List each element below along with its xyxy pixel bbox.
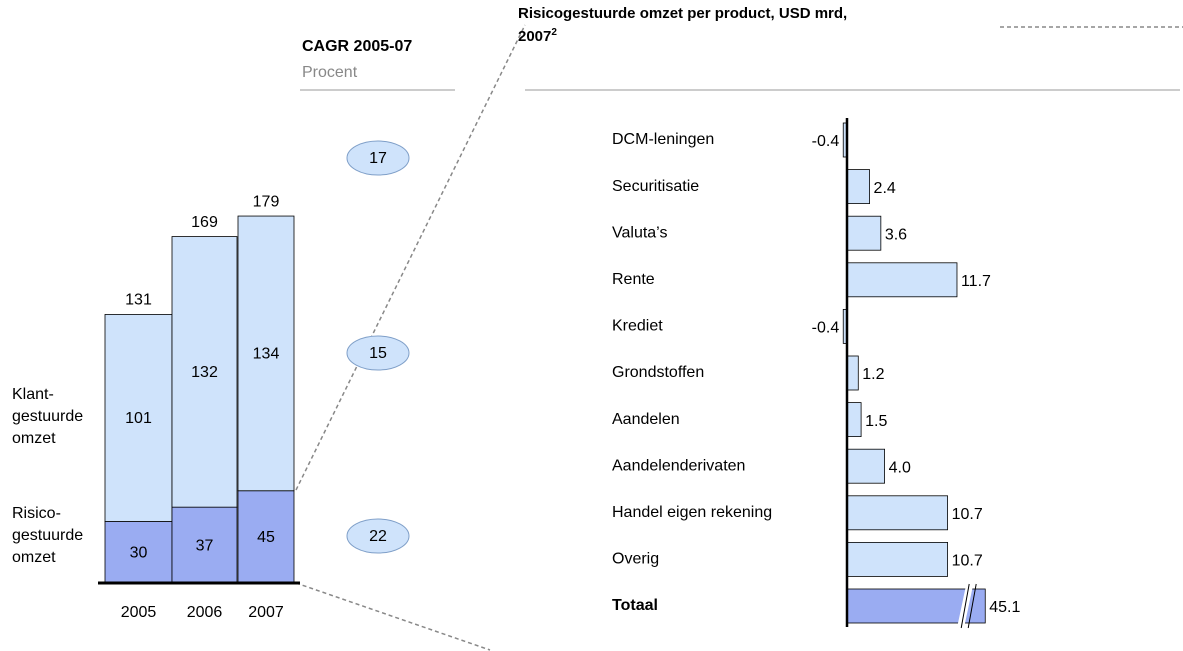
total-label: 131 [125, 292, 152, 309]
category-label: Grondstoffen [612, 364, 704, 381]
value-label: -0.4 [812, 133, 840, 150]
cagr-bubble [346, 140, 410, 176]
segment-label: 101 [125, 410, 152, 427]
bar [846, 355, 859, 391]
value-label: 2.4 [874, 180, 896, 197]
bar [846, 402, 862, 438]
legend-label: Risico- gestuurde omzet [12, 505, 84, 566]
value-label: 11.7 [961, 273, 991, 290]
footnote-mark: 2 [551, 27, 557, 38]
break-mark [960, 583, 970, 629]
category-label: Aandelenderivaten [612, 457, 745, 474]
x-tick-label: 2006 [187, 604, 223, 621]
legend-label: Klant- gestuurde omzet [12, 386, 84, 447]
value-label: 1.5 [865, 413, 887, 430]
cagr-value: 22 [369, 528, 387, 545]
bar [846, 448, 885, 484]
value-label: 1.2 [862, 366, 884, 383]
category-label: Totaal [612, 597, 658, 614]
bar-segment [104, 314, 173, 522]
x-tick-label: 2005 [121, 604, 157, 621]
category-label: Krediet [612, 318, 663, 335]
category-label: Handel eigen rekening [612, 504, 772, 521]
bar-segment [171, 236, 238, 508]
segment-label: 132 [191, 364, 218, 381]
bar-segment [237, 215, 295, 492]
cagr-header: CAGR 2005-07 [302, 38, 412, 55]
segment-label: 37 [196, 537, 214, 554]
value-label: 45.1 [989, 599, 1020, 616]
category-label: Overig [612, 551, 659, 568]
bar [846, 215, 882, 251]
category-label: Rente [612, 271, 655, 288]
bar [846, 495, 948, 531]
value-label: 3.6 [885, 226, 907, 243]
cagr-value: 15 [369, 345, 387, 362]
category-label: DCM-leningen [612, 131, 714, 148]
bar-segment [104, 521, 173, 584]
cagr-bubble [346, 518, 410, 554]
category-label: Valuta’s [612, 224, 667, 241]
bar-segment [171, 506, 238, 584]
segment-label: 134 [253, 346, 280, 363]
segment-label: 45 [257, 529, 275, 546]
total-label: 169 [191, 214, 218, 231]
connector [295, 582, 491, 651]
category-label: Securitisatie [612, 178, 699, 195]
cagr-subheader: Procent [302, 64, 358, 81]
value-label: 4.0 [889, 459, 911, 476]
bar-segment [237, 490, 295, 584]
connector [295, 24, 526, 491]
cagr-value: 17 [369, 150, 387, 167]
cagr-bubble [346, 335, 410, 371]
total-label: 179 [253, 193, 280, 210]
bar [846, 542, 948, 577]
value-label: -0.4 [812, 320, 840, 337]
category-label: Aandelen [612, 411, 680, 428]
title-text: Risicogestuurde omzet per product, USD m… [518, 5, 848, 45]
break-mark [967, 583, 977, 629]
value-label: 10.7 [952, 553, 983, 570]
x-tick-label: 2007 [248, 604, 284, 621]
bar [846, 169, 870, 205]
segment-label: 30 [130, 544, 148, 561]
value-label: 10.7 [952, 506, 983, 523]
right-title: Risicogestuurde omzet per product, USD m… [518, 4, 847, 46]
bar [846, 262, 958, 298]
